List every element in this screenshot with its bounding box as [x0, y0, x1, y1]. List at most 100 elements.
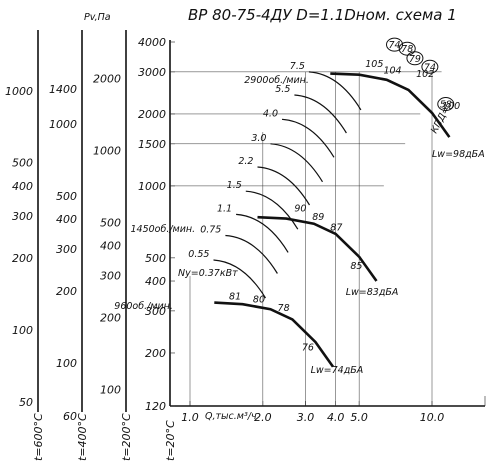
- grid-lines: [170, 71, 442, 406]
- pv-tick-label: 1000: [138, 180, 166, 193]
- power-curve: [213, 259, 267, 299]
- efficiency-circle: [386, 37, 404, 52]
- q-axis-label: Q,тыс.м³/ч: [205, 411, 257, 422]
- pv-tick-label: 4000: [138, 36, 166, 49]
- aux-tick-label: 60: [63, 410, 77, 423]
- speed-label: 960об./мин.: [114, 301, 173, 312]
- power-value-label: 2.2: [238, 156, 253, 167]
- noise-label: Lw=83дБА: [346, 287, 399, 298]
- pv-tick-label: 200: [145, 347, 166, 360]
- pv-tick-label: 2000: [138, 108, 166, 121]
- performance-curves: [213, 71, 451, 368]
- aux-tick-label: 1000: [49, 118, 77, 131]
- aux-axis-name: t=600°C: [32, 413, 45, 461]
- aux-tick-label: 200: [12, 252, 33, 265]
- aux-tick-label: 500: [12, 157, 33, 170]
- efficiency-value-label: 100: [442, 101, 460, 112]
- pv-tick-label: 300: [145, 305, 166, 318]
- q-tick-label: 1.0: [181, 411, 199, 424]
- efficiency-value-label: 104: [383, 66, 401, 77]
- aux-tick-label: 500: [100, 216, 121, 229]
- aux-tick-label: 300: [56, 243, 77, 256]
- speed-label: 2900об./мин.: [244, 75, 309, 86]
- performance-curve: [257, 215, 378, 282]
- efficiency-value-label: 87: [330, 223, 342, 234]
- noise-label: Lw=98дБА: [432, 149, 485, 160]
- aux-tick-label: 400: [100, 239, 121, 252]
- speed-label: 1450об./мин.: [130, 224, 195, 235]
- aux-tick-label: 1000: [93, 144, 121, 157]
- q-tick-label: 5.0: [350, 411, 368, 424]
- q-tick-label: 2.0: [254, 411, 272, 424]
- efficiency-circle: [437, 97, 455, 112]
- power-value-label: 0.75: [200, 225, 221, 236]
- tick-labels: 120 200 300 400 500 1000 1500 2000 3000 4000 1.0 2.…: [5, 36, 444, 461]
- efficiency-circle: [421, 59, 439, 74]
- efficiency-value-label: 90: [294, 204, 306, 215]
- pv-tick-label: 120: [145, 400, 166, 413]
- aux-axis-name: t=400°C: [76, 413, 89, 461]
- aux-tick-label: 200: [100, 311, 121, 324]
- aux-axis-name: t=200°C: [120, 413, 133, 461]
- curve-annotations: 7.5 5.5 4.0 3.0 2.2 1.5 1.1 0.75 0.55 2900об./мин…: [114, 37, 485, 376]
- efficiency-value-label: 80: [253, 295, 265, 306]
- power-value-label: 5.5: [275, 84, 290, 95]
- aux-tick-label: 300: [100, 269, 121, 282]
- efficiency-value-label: 78: [278, 303, 290, 314]
- aux-tick-label: 500: [56, 190, 77, 203]
- efficiency-circle: [398, 41, 416, 56]
- efficiency-circle-label: 79: [409, 54, 421, 65]
- aux-tick-label: 1000: [5, 85, 33, 98]
- efficiency-circle-label: 58: [440, 100, 452, 111]
- power-value-label: 3.0: [251, 133, 266, 144]
- chart-title: ВР 80-75-4ДУ D=1.1Dном. схема 1: [188, 6, 457, 24]
- aux-tick-label: 50: [19, 396, 33, 409]
- pv-axis-label: Pv,Па: [84, 12, 111, 23]
- aux-tick-label: 400: [56, 213, 77, 226]
- power-curve: [294, 94, 347, 134]
- pv-tick-label: 3000: [138, 66, 166, 79]
- efficiency-value-label: 105: [365, 59, 383, 70]
- performance-curve: [214, 301, 335, 368]
- power-curve: [308, 71, 362, 111]
- power-curve: [270, 143, 324, 183]
- power-value-label: 0.55: [188, 249, 209, 260]
- pv-tick-label: 500: [145, 252, 166, 265]
- aux-tick-label: 100: [12, 324, 33, 337]
- q-tick-label: 10.0: [420, 411, 445, 424]
- power-curve: [257, 166, 311, 206]
- efficiency-value-label: 102: [416, 69, 434, 80]
- efficiency-value-label: 76: [302, 342, 314, 353]
- pv-tick-label: 1500: [138, 138, 166, 151]
- aux-tick-label: 200: [56, 285, 77, 298]
- pv-tick-label: 400: [145, 275, 166, 288]
- efficiency-value-label: 81: [229, 291, 241, 302]
- power-curve: [281, 118, 335, 158]
- aux-axis-name: t=20°C: [164, 420, 177, 461]
- aux-tick-label: 1400: [49, 83, 77, 96]
- power-curve: [245, 190, 299, 230]
- power-value-label: 1.1: [217, 203, 232, 214]
- power-curve: [236, 213, 289, 253]
- aux-tick-label: 2000: [93, 72, 121, 85]
- efficiency-value-label: 89: [312, 212, 324, 223]
- aux-tick-label: 300: [12, 210, 33, 223]
- efficiency-circle-label: 74: [388, 40, 400, 51]
- performance-curve: [330, 72, 451, 138]
- aux-tick-label: 100: [100, 383, 121, 396]
- power-label: Ny=0.37кВт: [178, 268, 238, 279]
- power-value-label: 1.5: [227, 180, 242, 191]
- efficiency-circle-label: 74: [424, 62, 436, 73]
- efficiency-value-label: 85: [350, 261, 362, 272]
- aux-tick-label: 400: [12, 180, 33, 193]
- q-tick-label: 3.0: [297, 411, 315, 424]
- power-value-label: 4.0: [263, 108, 278, 119]
- efficiency-circle: [406, 51, 424, 66]
- power-value-label: 7.5: [290, 61, 305, 72]
- aux-tick-label: 100: [56, 357, 77, 370]
- power-curve: [225, 234, 278, 274]
- q-tick-label: 4.0: [327, 411, 345, 424]
- efficiency-circle-label: 78: [401, 44, 413, 55]
- axes: [37, 30, 486, 412]
